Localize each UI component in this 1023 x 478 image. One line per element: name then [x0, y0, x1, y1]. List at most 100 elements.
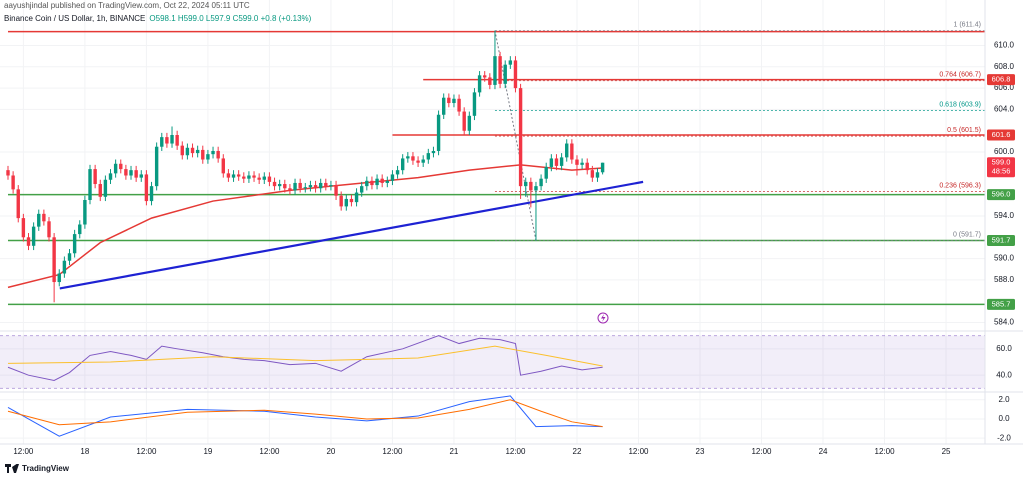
candle-body — [477, 75, 482, 93]
candle-body — [447, 97, 451, 104]
candle-body — [400, 158, 405, 171]
candle-body — [72, 234, 77, 254]
candle-body — [457, 98, 461, 112]
price-tag — [987, 298, 1015, 310]
candle-body — [313, 185, 318, 189]
brand: TradingView — [5, 464, 70, 473]
x-tick-label: 19 — [203, 447, 212, 456]
fib-label: 0.5 (601.5) — [947, 127, 981, 134]
candle-body — [206, 154, 210, 160]
candle-body — [575, 159, 579, 165]
candle-body — [472, 92, 477, 116]
candle-body — [483, 75, 487, 78]
candle-body — [78, 224, 82, 235]
candle-body — [375, 178, 379, 186]
published: aayushjindal published on TradingView.co… — [4, 1, 250, 10]
x-tick-label: 24 — [819, 447, 828, 456]
candle-body — [252, 175, 256, 178]
event-icon[interactable] — [597, 312, 609, 324]
candle-body — [170, 135, 174, 144]
x-tick-label: 12:00 — [382, 447, 403, 456]
candle-body — [88, 169, 92, 200]
candle-body — [211, 150, 215, 155]
symbol-name: Binance Coin / US Dollar, 1h, BINANCE — [4, 14, 145, 23]
candle-body — [83, 200, 87, 225]
candle-body — [431, 150, 436, 154]
price-tag — [987, 74, 1015, 86]
ohlc: O598.1 H599.0 L597.9 C599.0 +0.8 (+0.13%… — [149, 14, 311, 23]
price-tag-label: 591.7 — [992, 235, 1011, 244]
candle-body — [160, 137, 164, 147]
y-tick-label: 40.0 — [996, 370, 1012, 379]
symbol: Binance Coin / US Dollar, 1h, BINANCE O59… — [4, 14, 312, 23]
candle-body — [267, 176, 272, 182]
price-tag — [987, 234, 1015, 246]
price-tag-label: 585.7 — [992, 299, 1011, 308]
candle-body — [201, 149, 205, 160]
candle-body — [139, 174, 143, 178]
y-tick-label: 608.0 — [994, 62, 1015, 71]
series-line — [7, 345, 603, 367]
fib-label: 1 (611.4) — [954, 21, 982, 28]
series-line — [7, 335, 603, 381]
candle-body — [416, 160, 420, 163]
candle-body — [216, 150, 220, 159]
candle-body — [600, 162, 605, 173]
price-tag — [987, 157, 1015, 178]
x-tick-label: 21 — [449, 447, 458, 456]
candle-body — [149, 186, 154, 202]
candle-body — [272, 181, 277, 187]
candle-body — [124, 169, 128, 176]
y-tick-label: 606.0 — [994, 83, 1015, 92]
axis: 12:00 18 12:00 19 12:00 20 12:00 21 12:00 22 12:00… — [13, 41, 1015, 456]
grid — [0, 0, 985, 444]
candle-body — [242, 176, 246, 179]
candle-body — [67, 253, 72, 261]
candle-body — [288, 188, 292, 191]
x-tick-label: 20 — [326, 447, 335, 456]
candle-body — [103, 179, 108, 197]
x-tick-label: 22 — [573, 447, 582, 456]
candle-body — [257, 177, 261, 180]
candle-body — [283, 184, 287, 189]
fib-label: 0.764 (606.7) — [939, 71, 981, 78]
y-tick-label: 584.0 — [994, 318, 1015, 327]
candle-body — [406, 156, 410, 159]
candle-body — [585, 162, 589, 171]
price-tag-label: 601.6 — [992, 130, 1011, 139]
candle-body — [524, 181, 528, 187]
y-tick-label: -2.0 — [997, 433, 1011, 442]
candle-body — [42, 213, 46, 222]
candle-body — [31, 226, 36, 246]
x-tick-label: 12:00 — [875, 447, 896, 456]
fib-label: 0.618 (603.9) — [939, 101, 981, 108]
candle-body — [298, 182, 302, 189]
candle-body — [411, 156, 415, 161]
x-tick-label: 18 — [80, 447, 89, 456]
candle-body — [26, 237, 31, 246]
candle-body — [221, 158, 225, 174]
x-tick-label: 12:00 — [136, 447, 157, 456]
fib-label: 0 (591.7) — [953, 231, 981, 238]
candle-body — [113, 163, 118, 174]
candle-body — [57, 273, 61, 283]
candle-body — [52, 237, 56, 283]
plot: 1 (611.4) 0.764 (606.7) 0.618 (603.9) 0.5 (… — [0, 21, 985, 437]
candle-body — [349, 198, 354, 203]
candle-body — [359, 186, 364, 193]
candle-body — [108, 173, 113, 180]
candle-body — [529, 181, 533, 191]
candle-body — [98, 184, 102, 197]
candle-body — [390, 174, 395, 181]
candle-body — [498, 56, 502, 84]
candle-body — [549, 158, 554, 167]
candle-body — [231, 174, 236, 178]
candle-body — [395, 170, 400, 175]
x-tick-label: 12:00 — [259, 447, 280, 456]
x-tick-label: 25 — [942, 447, 951, 456]
y-tick-label: 600.0 — [994, 147, 1015, 156]
x-tick-label: 12:00 — [751, 447, 772, 456]
candle-body — [154, 146, 159, 187]
